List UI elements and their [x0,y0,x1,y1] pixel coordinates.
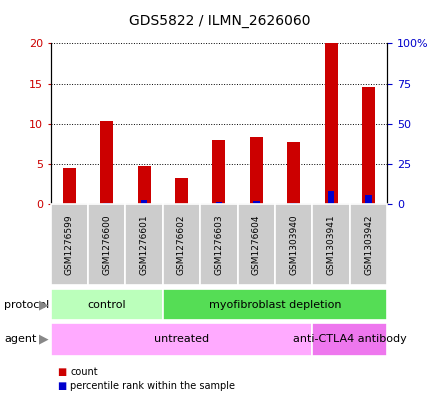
Text: GSM1303942: GSM1303942 [364,215,373,275]
Bar [88,204,125,285]
Bar [63,168,76,204]
Bar [163,204,200,285]
Bar [312,323,387,356]
Text: untreated: untreated [154,334,209,344]
Bar [51,289,163,320]
Text: control: control [88,299,126,310]
Bar [238,204,275,285]
Text: agent: agent [4,334,37,344]
Bar [290,203,297,204]
Text: protocol: protocol [4,299,50,310]
Bar [175,178,188,204]
Bar [138,166,150,204]
Text: GSM1276601: GSM1276601 [139,214,149,275]
Text: ■: ■ [57,367,66,377]
Text: GSM1276602: GSM1276602 [177,215,186,275]
Bar [250,138,263,204]
Bar [100,121,113,204]
Bar [253,201,260,204]
Bar [125,204,163,285]
Bar [51,323,312,356]
Text: ■: ■ [57,381,66,391]
Text: GSM1303941: GSM1303941 [326,214,336,275]
Bar [216,202,222,204]
Bar [163,289,387,320]
Bar [365,195,372,204]
Text: GSM1303940: GSM1303940 [289,214,298,275]
Bar [325,43,337,204]
Text: GDS5822 / ILMN_2626060: GDS5822 / ILMN_2626060 [129,14,311,28]
Text: myofibroblast depletion: myofibroblast depletion [209,299,341,310]
Text: GSM1276604: GSM1276604 [252,215,261,275]
Bar [328,191,334,204]
Text: count: count [70,367,98,377]
Text: GSM1276600: GSM1276600 [102,214,111,275]
Text: ▶: ▶ [39,298,48,311]
Bar [362,87,375,204]
Bar [350,204,387,285]
Bar [287,141,300,204]
Bar [213,140,225,204]
Text: ▶: ▶ [39,333,48,346]
Text: GSM1276599: GSM1276599 [65,214,74,275]
Bar [200,204,238,285]
Bar [275,204,312,285]
Bar [312,204,350,285]
Bar [141,200,147,204]
Bar [103,203,110,204]
Text: percentile rank within the sample: percentile rank within the sample [70,381,235,391]
Text: anti-CTLA4 antibody: anti-CTLA4 antibody [293,334,407,344]
Text: GSM1276603: GSM1276603 [214,214,224,275]
Bar [51,204,88,285]
